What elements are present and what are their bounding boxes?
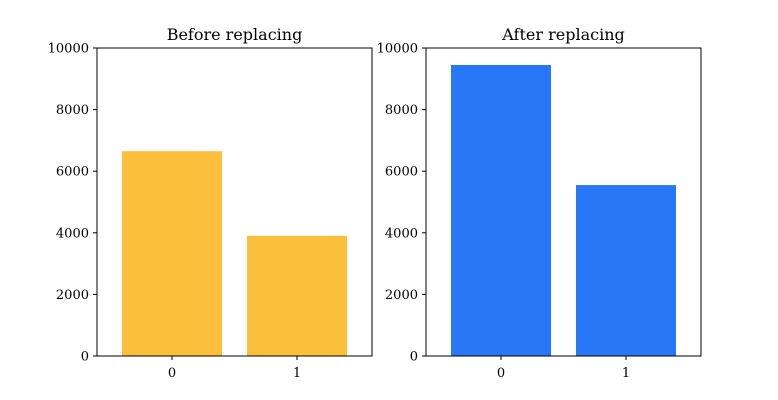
plot-frame	[96, 47, 373, 357]
chart-title: After replacing	[501, 25, 624, 44]
y-tick-label: 4000	[56, 226, 89, 241]
x-tick-label: 1	[622, 366, 630, 381]
y-tick-label: 10000	[377, 42, 418, 57]
bar-1	[576, 185, 676, 356]
y-tick-label: 8000	[385, 103, 418, 118]
chart-panel-after: 0 2000 4000 6000 8000 10000 0 1 After replacing	[377, 25, 702, 381]
x-tick-label: 0	[168, 366, 176, 381]
chart-panel-before: 0 2000 4000 6000 8000 10000 0 1 Before replacing	[48, 25, 373, 381]
plot-frame	[425, 47, 702, 357]
y-tick-label: 10000	[48, 42, 89, 57]
y-tick-label: 2000	[385, 288, 418, 303]
y-tick-label: 4000	[385, 226, 418, 241]
y-tick-label: 2000	[56, 288, 89, 303]
y-tick-label: 8000	[56, 103, 89, 118]
y-tick-label: 0	[410, 350, 418, 365]
x-tick-label: 1	[293, 366, 301, 381]
chart-title: Before replacing	[167, 25, 303, 44]
bar-0	[122, 151, 222, 356]
bar-0	[451, 64, 551, 356]
y-tick-label: 0	[81, 350, 89, 365]
x-tick-label: 0	[497, 366, 505, 381]
y-tick-label: 6000	[56, 165, 89, 180]
bar-1	[247, 235, 347, 356]
y-tick-label: 6000	[385, 165, 418, 180]
